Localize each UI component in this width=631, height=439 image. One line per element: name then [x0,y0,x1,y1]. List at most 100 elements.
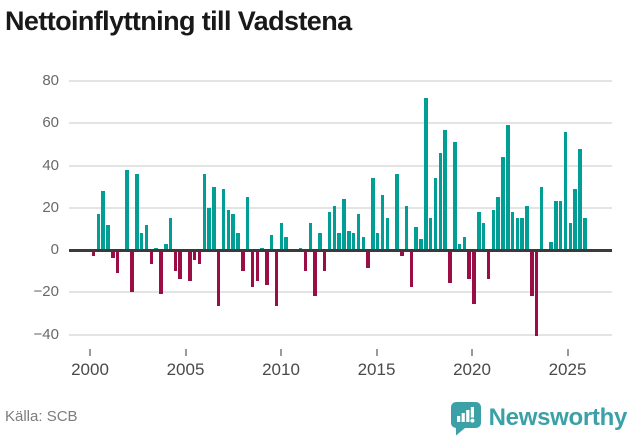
y-tick-label: −40 [33,325,59,343]
bar [549,241,553,250]
bar [438,152,443,250]
gridline [69,164,612,167]
gridline [69,80,612,82]
bar [428,218,433,250]
bar [173,251,178,271]
y-tick-label: 40 [42,156,59,174]
bar [96,214,101,250]
x-tick-label: 2020 [453,360,491,379]
y-tick-label: −20 [33,283,59,301]
bar [539,186,544,250]
bar [164,243,168,250]
bar [573,188,577,250]
bar [197,251,202,265]
bar [520,218,524,250]
bar [409,251,414,288]
x-tick-label: 2015 [357,360,396,379]
bar [274,251,279,307]
bar [269,235,274,250]
bar [308,222,312,250]
bar [467,251,471,279]
bar [168,218,173,250]
bar [313,251,317,296]
bar [188,251,192,282]
x-tick-mark [89,349,91,356]
bar [318,233,322,250]
bar [443,129,447,250]
bar [385,218,390,250]
bar [212,186,216,250]
bar [298,247,303,250]
bar [245,197,250,250]
y-tick-label: 80 [42,72,59,89]
bar [366,251,370,269]
bar [477,211,481,250]
bar [419,239,423,250]
bar [284,237,288,250]
bar [404,205,409,250]
bar [135,173,139,250]
y-tick-label: 20 [42,198,59,216]
x-tick-mark [566,349,569,356]
y-tick-label: 0 [50,241,59,258]
bar [380,195,385,250]
bar [260,247,264,250]
bar [342,199,346,250]
bar [414,226,418,250]
bar [558,201,563,250]
x-tick-mark [184,349,187,356]
bar [462,237,467,250]
newsworthy-logo-icon [450,401,481,435]
bar [115,251,120,273]
bar [154,247,158,250]
x-tick-label: 2010 [262,360,300,379]
bar [496,197,500,250]
bar [486,251,491,279]
gridline [69,206,612,209]
bar [453,142,457,250]
bar [356,214,361,250]
bar [192,251,197,260]
bar [322,251,327,271]
bar [351,233,356,250]
bar [457,243,462,250]
bar [481,222,486,250]
bar [101,190,105,250]
bar [525,205,529,250]
bar [568,222,573,250]
bar [231,214,235,250]
x-tick-label: 2000 [71,360,109,379]
gridline [69,291,612,294]
bar [472,251,476,305]
bar [337,233,341,250]
bar [144,224,149,250]
x-tick-label: 2005 [166,360,205,379]
bar [178,251,182,279]
bar [554,201,558,250]
y-tick-label: 60 [42,114,59,132]
bar [279,222,284,250]
x-tick-label: 2025 [548,360,587,379]
bar [375,233,380,250]
brand-name: Newsworthy [488,404,628,431]
bar [130,251,134,292]
bar [448,251,452,284]
bar [515,218,520,250]
bar [583,218,587,250]
bar [506,125,510,250]
bar [207,207,211,250]
bar [303,251,308,271]
zero-axis-line [69,249,612,252]
gridline [69,333,612,336]
bar [236,233,240,250]
bar [139,233,144,250]
bar [159,251,163,294]
bar [250,251,255,288]
x-tick-mark [471,349,473,356]
bar [332,205,337,250]
bar [371,178,375,250]
bar [111,251,115,258]
bar [255,251,260,282]
bar [530,251,534,296]
